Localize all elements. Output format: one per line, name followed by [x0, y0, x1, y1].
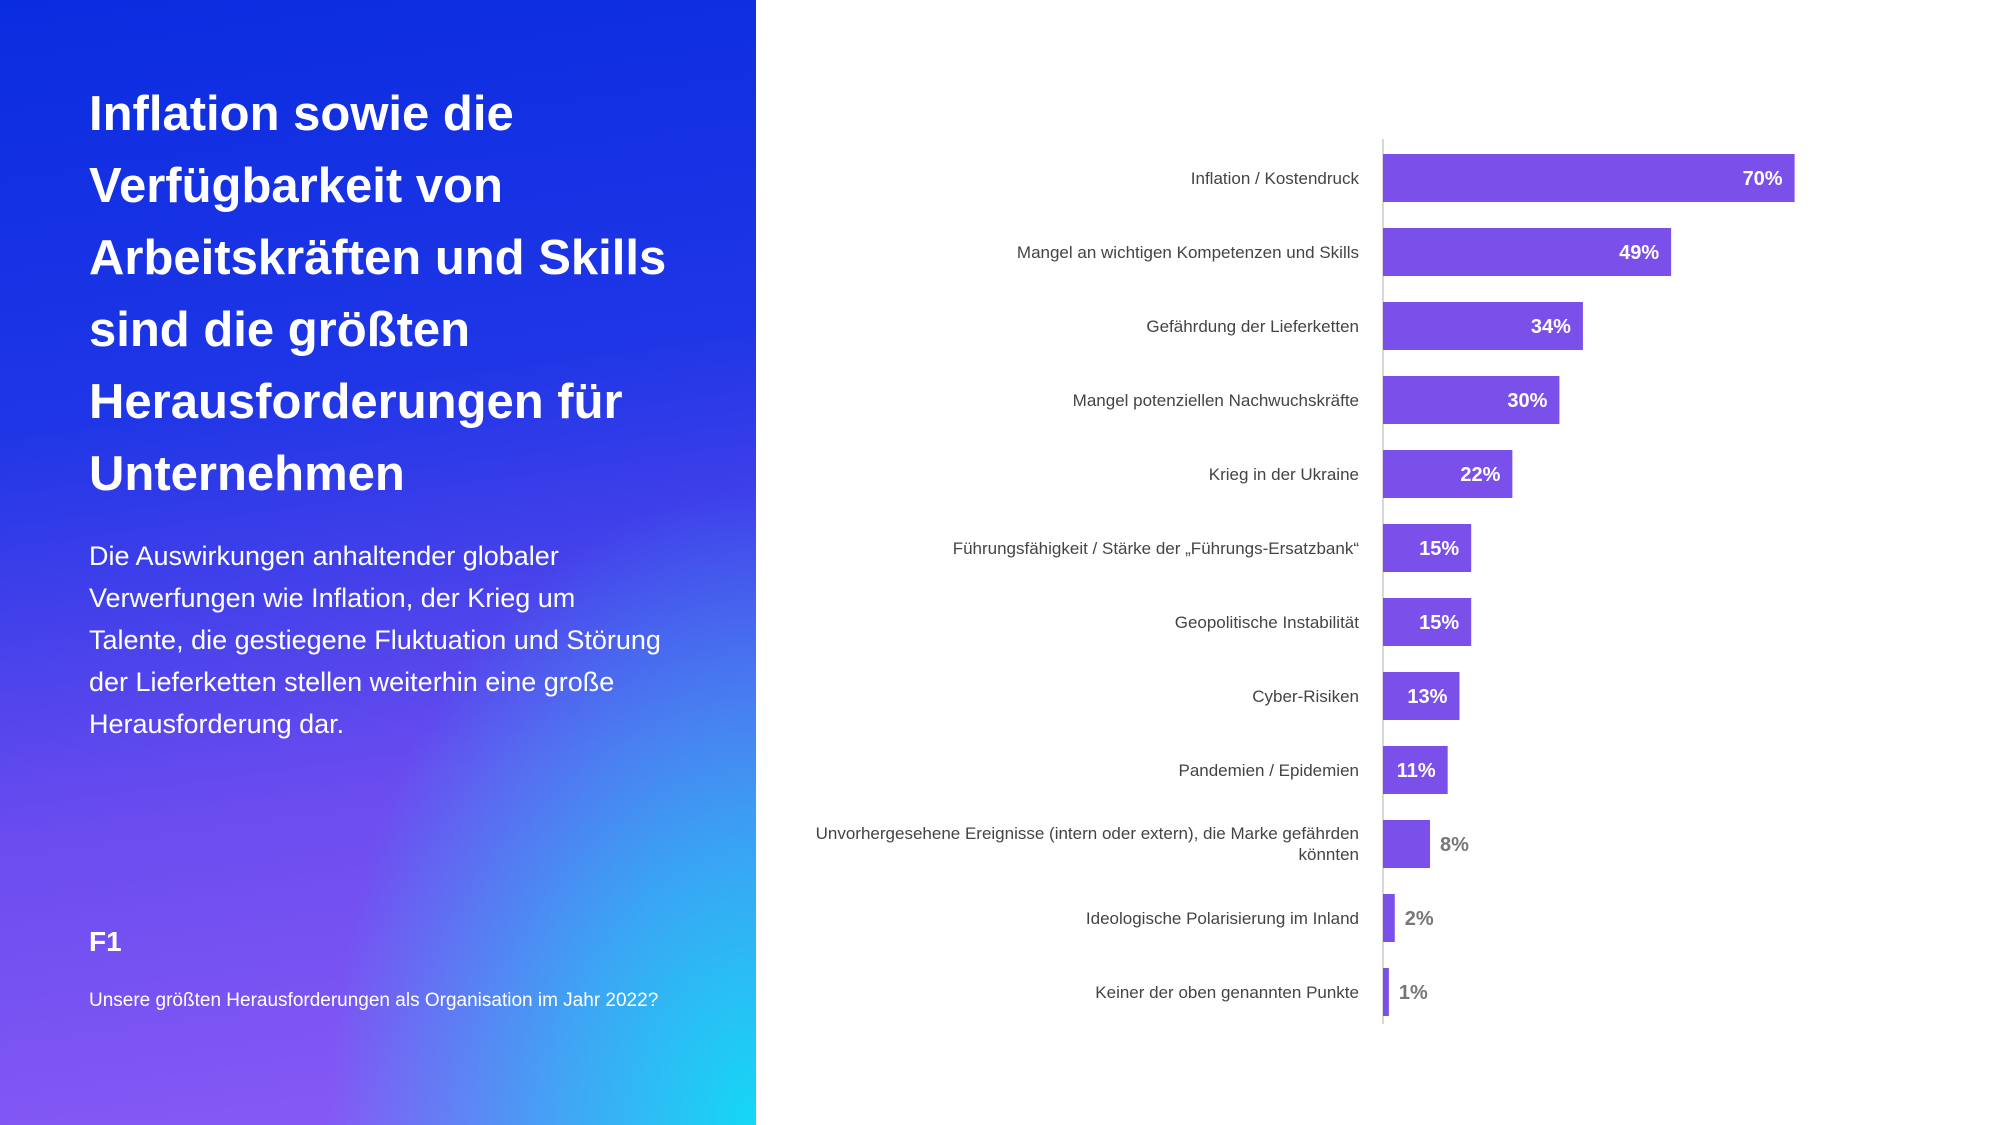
- category-label: Gefährdung der Lieferketten: [1146, 316, 1359, 336]
- value-label: 30%: [1507, 390, 1547, 412]
- bar: [1383, 450, 1513, 498]
- category-label: Mangel potenziellen Nachwuchskräfte: [1072, 390, 1359, 410]
- category-label: Inflation / Kostendruck: [1190, 168, 1359, 188]
- bar: [1383, 894, 1395, 942]
- value-label: 1%: [1399, 982, 1428, 1004]
- category-label: Mangel an wichtigen Kompetenzen und Skil…: [1016, 242, 1359, 262]
- value-label: 15%: [1419, 538, 1459, 560]
- bar: [1383, 968, 1389, 1016]
- value-label: 13%: [1407, 686, 1447, 708]
- value-label: 49%: [1619, 242, 1659, 264]
- category-label: Unvorhergesehene Ereignisse (intern oder…: [815, 824, 1359, 864]
- bar: [1383, 302, 1583, 350]
- bar: [1383, 820, 1431, 868]
- category-label: Führungsfähigkeit / Stärke der „Führungs…: [952, 538, 1359, 558]
- brand: F1: [89, 926, 122, 957]
- category-label: Geopolitische Instabilität: [1174, 612, 1359, 632]
- category-label: Keiner der oben genannten Punkte: [1095, 982, 1359, 1002]
- title: Inflation sowie die Verfügbarkeit von Ar…: [89, 87, 667, 501]
- value-label: 8%: [1440, 834, 1469, 856]
- category-label: Ideologische Polarisierung im Inland: [1085, 908, 1359, 928]
- bar: [1383, 672, 1460, 720]
- bar: [1383, 746, 1448, 794]
- category-label: Pandemien / Epidemien: [1178, 760, 1359, 780]
- value-label: 11%: [1397, 760, 1436, 782]
- value-label: 2%: [1405, 908, 1434, 930]
- question: Unsere größten Herausforderungen als Org…: [89, 990, 659, 1011]
- value-label: 22%: [1460, 464, 1500, 486]
- bar: [1383, 376, 1560, 424]
- bar: [1383, 598, 1472, 646]
- category-label: Krieg in der Ukraine: [1208, 464, 1359, 484]
- intro-panel: Inflation sowie die Verfügbarkeit von Ar…: [0, 0, 756, 1125]
- value-label: 34%: [1531, 316, 1571, 338]
- bar: [1383, 524, 1472, 572]
- bar: [1383, 228, 1672, 276]
- category-label: Cyber-Risiken: [1252, 686, 1359, 706]
- bar: [1383, 154, 1795, 202]
- subtitle: Die Auswirkungen anhaltender globaler Ve…: [89, 541, 661, 739]
- value-label: 70%: [1743, 168, 1783, 190]
- value-label: 15%: [1419, 612, 1459, 634]
